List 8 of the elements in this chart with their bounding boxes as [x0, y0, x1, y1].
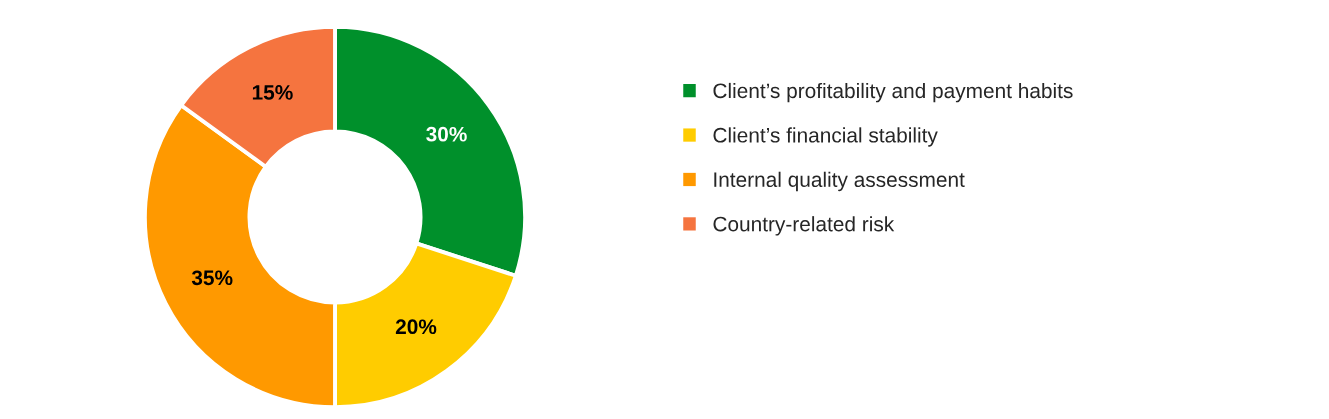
data-label: 20% [395, 319, 437, 335]
data-label: 35% [191, 270, 233, 286]
legend-label: Client’s profitability and payment habits [713, 82, 1073, 103]
legend-label: Client’s financial stability [713, 127, 938, 147]
legend-label: Country-related risk [713, 216, 895, 236]
data-label: 15% [252, 85, 293, 100]
data-label: 30% [426, 126, 467, 142]
legend-label: Internal quality assessment [714, 171, 965, 192]
